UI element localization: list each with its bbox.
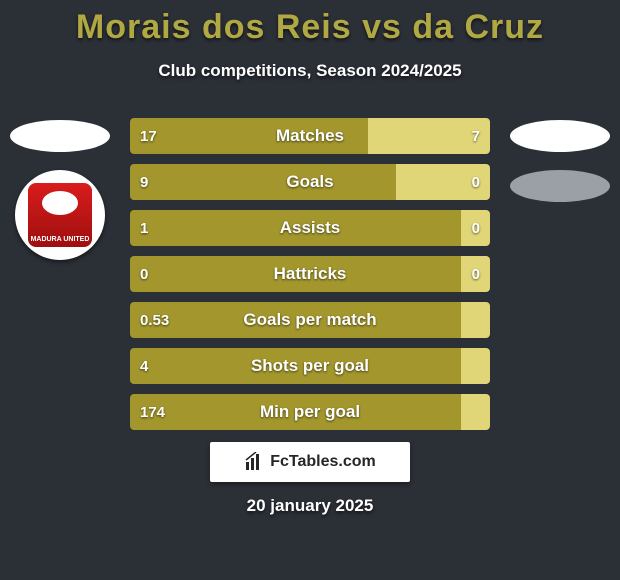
stat-row: 177Matches <box>130 118 490 154</box>
subtitle: Club competitions, Season 2024/2025 <box>0 61 620 81</box>
bar-left <box>130 348 461 384</box>
stat-value-left: 4 <box>140 348 148 384</box>
bar-left <box>130 302 461 338</box>
bar-left <box>130 394 461 430</box>
stat-row: 0.53Goals per match <box>130 302 490 338</box>
club-crest-icon: MADURA UNITED <box>28 183 92 247</box>
player-left-ellipse-icon <box>10 120 110 152</box>
stat-row: 4Shots per goal <box>130 348 490 384</box>
stat-value-left: 1 <box>140 210 148 246</box>
club-badge-left: MADURA UNITED <box>15 170 105 260</box>
bar-left <box>130 256 461 292</box>
date-label: 20 january 2025 <box>0 496 620 516</box>
stat-value-right: 0 <box>472 256 480 292</box>
stat-value-left: 17 <box>140 118 157 154</box>
club-name-label: MADURA UNITED <box>31 236 90 243</box>
bar-left <box>130 118 368 154</box>
stat-value-right: 7 <box>472 118 480 154</box>
chart-icon <box>244 452 264 472</box>
club-right-ellipse-icon <box>510 170 610 202</box>
stat-value-left: 0.53 <box>140 302 169 338</box>
brand-label: FcTables.com <box>270 453 376 471</box>
stat-value-right: 0 <box>472 164 480 200</box>
stat-row: 10Assists <box>130 210 490 246</box>
bar-left <box>130 210 461 246</box>
stat-row: 00Hattricks <box>130 256 490 292</box>
stat-value-left: 9 <box>140 164 148 200</box>
stat-value-left: 174 <box>140 394 165 430</box>
stat-value-right: 0 <box>472 210 480 246</box>
bar-right <box>461 302 490 338</box>
brand-footer: FcTables.com <box>210 442 410 482</box>
stat-row: 174Min per goal <box>130 394 490 430</box>
bar-left <box>130 164 396 200</box>
right-player-badges <box>505 120 615 220</box>
player-right-ellipse-icon <box>510 120 610 152</box>
page-title: Morais dos Reis vs da Cruz <box>0 0 620 47</box>
bar-right <box>461 394 490 430</box>
stat-row: 90Goals <box>130 164 490 200</box>
bar-right <box>461 348 490 384</box>
stat-value-left: 0 <box>140 256 148 292</box>
comparison-infographic: Morais dos Reis vs da Cruz Club competit… <box>0 0 620 580</box>
left-player-badges: MADURA UNITED <box>5 120 115 260</box>
stat-rows: 177Matches90Goals10Assists00Hattricks0.5… <box>130 118 490 440</box>
